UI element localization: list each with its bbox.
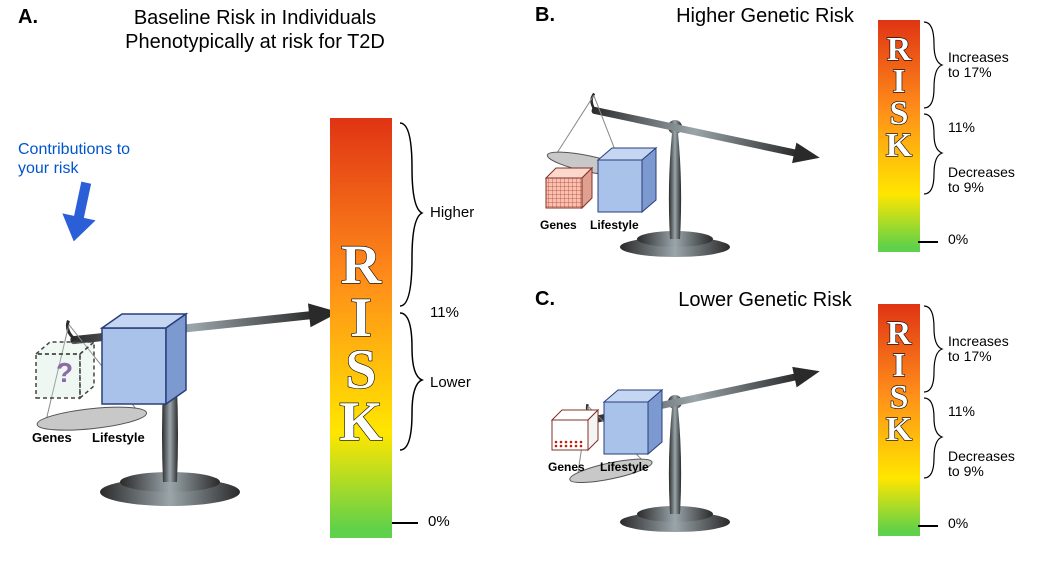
panel-a-title: Baseline Risk in Individuals Phenotypica…: [60, 6, 450, 54]
bracket-b-mid: 11%: [948, 120, 975, 135]
contributions-note-line2: your risk: [18, 160, 78, 177]
boxes-a: ?: [28, 320, 208, 470]
boxes-b: [540, 150, 680, 260]
brackets-b: [922, 20, 948, 260]
genes-box-b: [546, 168, 592, 208]
svg-text:K: K: [339, 391, 383, 453]
zero-a: 0%: [428, 514, 450, 531]
bracket-c-mid: 11%: [948, 404, 975, 419]
bracket-a-lower: Lower: [430, 375, 471, 392]
panel-c-title: Lower Genetic Risk: [635, 288, 895, 312]
bracket-a-mid: 11%: [430, 305, 459, 322]
contributions-note: Contributions to your risk: [18, 140, 130, 178]
genes-box-a: ?: [36, 342, 94, 398]
bracket-c-bot-l2: to 9%: [948, 463, 984, 479]
lifestyle-label-c: Lifestyle: [600, 460, 649, 474]
panel-c-label: C.: [535, 288, 555, 311]
risk-bar-c: R I S K: [878, 304, 928, 544]
bracket-b-bot-l2: to 9%: [948, 179, 984, 195]
bracket-b-top: Increases to 17%: [948, 50, 1009, 81]
arrow-icon: [55, 182, 105, 252]
zero-c: 0%: [948, 516, 968, 531]
brackets-a: [398, 118, 428, 538]
lifestyle-label-a: Lifestyle: [92, 430, 145, 445]
panel-a-label: A.: [18, 6, 38, 29]
bracket-c-bottom: Decreases to 9%: [948, 449, 1015, 480]
bracket-b-top-l1: Increases: [948, 49, 1009, 65]
bracket-c-bot-l1: Decreases: [948, 448, 1015, 464]
bracket-c-top-l1: Increases: [948, 333, 1009, 349]
risk-bar-b: R I S K: [878, 20, 928, 260]
bracket-b-top-l2: to 17%: [948, 64, 992, 80]
genes-label-c: Genes: [548, 460, 585, 474]
genes-question: ?: [56, 357, 73, 388]
bracket-c-top: Increases to 17%: [948, 334, 1009, 365]
panel-b-label: B.: [535, 4, 555, 27]
bracket-b-bot-l1: Decreases: [948, 164, 1015, 180]
panel-a-title-line1: Baseline Risk in Individuals: [134, 7, 376, 29]
boxes-c: [546, 392, 686, 502]
zero-b: 0%: [948, 232, 968, 247]
lifestyle-box-b: [598, 148, 656, 212]
lifestyle-label-b: Lifestyle: [590, 218, 639, 232]
svg-text:K: K: [886, 411, 913, 448]
svg-text:K: K: [886, 127, 913, 164]
panel-a-title-line2: Phenotypically at risk for T2D: [125, 31, 385, 53]
lifestyle-box-c: [604, 390, 662, 454]
brackets-c: [922, 304, 948, 544]
lifestyle-box-a: [102, 314, 186, 404]
genes-box-c: [552, 410, 598, 450]
bracket-a-higher: Higher: [430, 205, 474, 222]
risk-bar-a: R I S K: [330, 118, 400, 548]
bracket-c-top-l2: to 17%: [948, 348, 992, 364]
contributions-note-line1: Contributions to: [18, 141, 130, 158]
genes-label-a: Genes: [32, 430, 72, 445]
genes-label-b: Genes: [540, 218, 577, 232]
panel-b-title: Higher Genetic Risk: [635, 4, 895, 28]
bracket-b-bottom: Decreases to 9%: [948, 165, 1015, 196]
